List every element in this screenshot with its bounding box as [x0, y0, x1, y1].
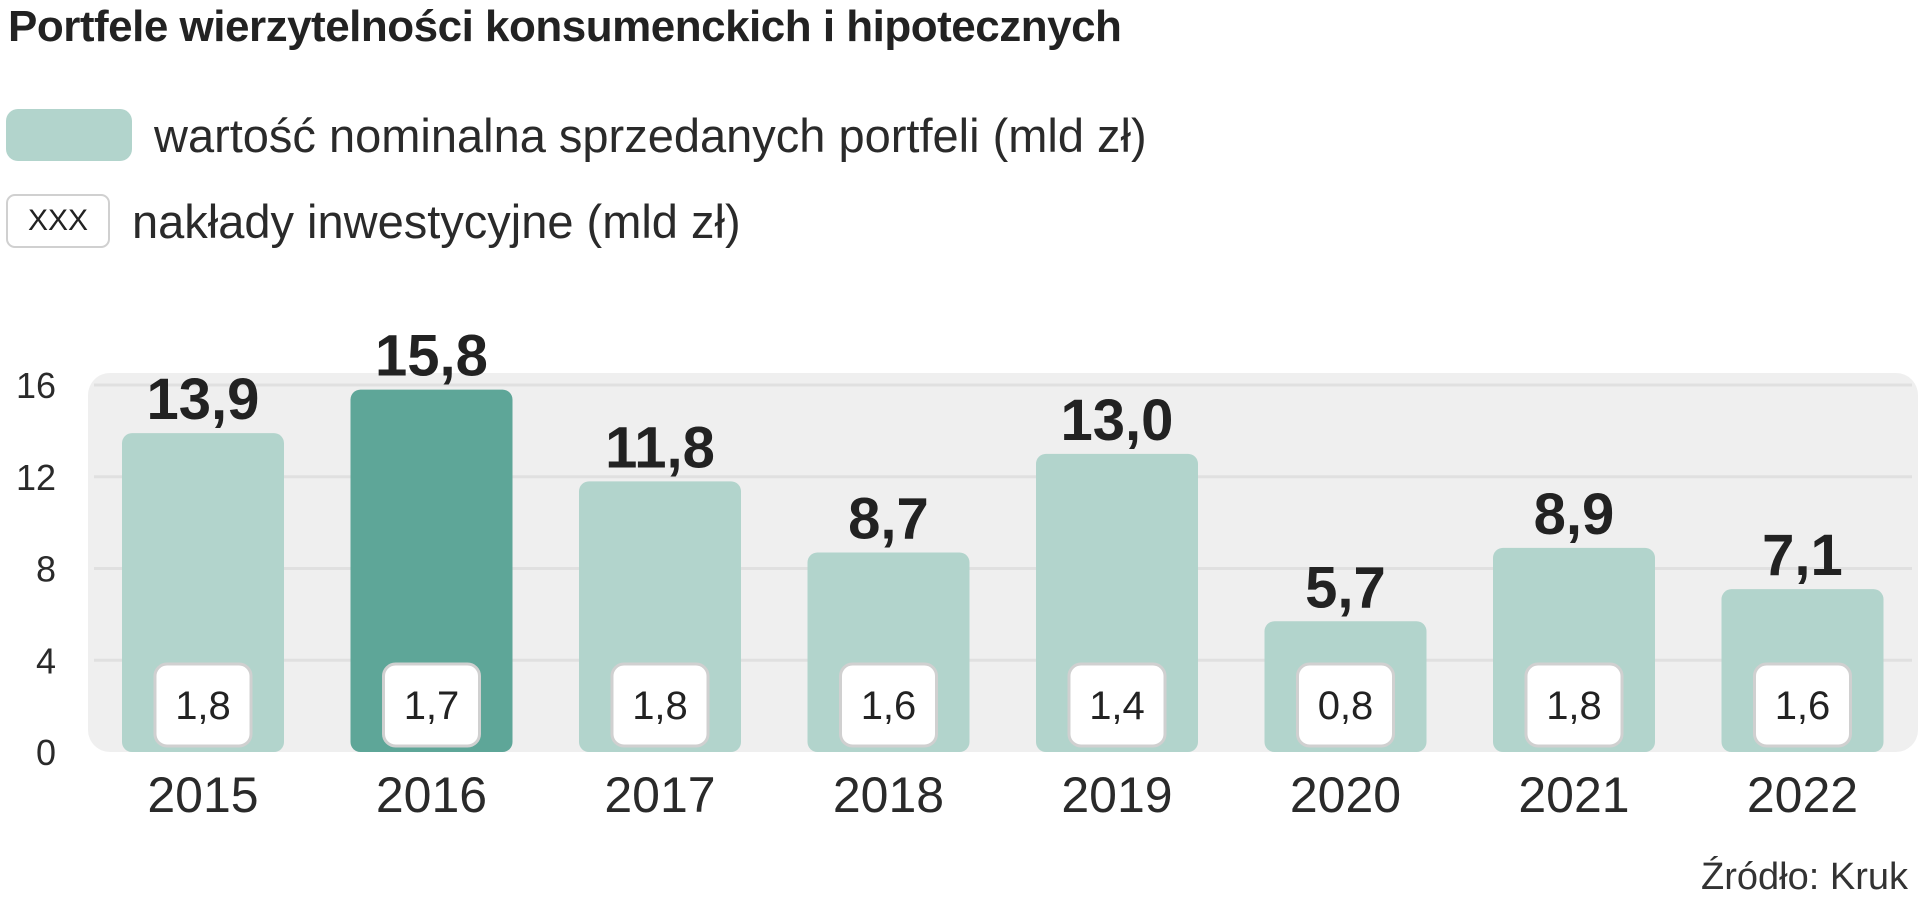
y-tick-label: 0 — [36, 732, 56, 773]
legend-label-investment: nakłady inwestycyjne (mld zł) — [132, 194, 741, 248]
investment-box — [610, 662, 710, 748]
bar-value-label: 5,7 — [1305, 555, 1386, 620]
x-tick-label: 2018 — [833, 767, 944, 823]
investment-box — [1067, 662, 1167, 748]
investment-value-label: 1,8 — [632, 684, 688, 728]
legend-item-investment: XXX nakłady inwestycyjne (mld zł) — [6, 190, 741, 252]
y-tick-label: 8 — [36, 549, 56, 590]
bar — [350, 389, 513, 752]
investment-value-label: 1,8 — [175, 684, 231, 728]
investment-value-label: 1,6 — [861, 684, 917, 728]
legend-item-nominal-value: wartość nominalna sprzedanych portfeli (… — [6, 104, 1147, 166]
x-tick-label: 2020 — [1290, 767, 1401, 823]
bar-value-label: 15,8 — [375, 324, 488, 389]
investment-box — [1753, 662, 1852, 748]
plot-background — [88, 373, 1918, 752]
investment-value-label: 1,6 — [1775, 684, 1831, 728]
investment-value-label: 1,7 — [404, 684, 460, 728]
investment-box — [839, 662, 938, 748]
y-tick-label: 12 — [16, 457, 56, 498]
legend-swatch-box: XXX — [6, 194, 110, 248]
x-tick-label: 2022 — [1747, 767, 1858, 823]
legend-swatch-fill — [6, 109, 132, 161]
source-note: Źródło: Kruk — [1701, 856, 1908, 898]
y-tick-label: 4 — [36, 640, 56, 681]
bar-value-label: 8,7 — [848, 486, 929, 551]
investment-value-label: 1,4 — [1089, 684, 1145, 728]
investment-box — [1296, 662, 1395, 748]
bar-value-label: 8,9 — [1534, 482, 1615, 547]
bar-value-label: 7,1 — [1762, 523, 1843, 588]
x-tick-label: 2017 — [604, 767, 715, 823]
investment-box — [382, 662, 481, 748]
legend-label-nominal-value: wartość nominalna sprzedanych portfeli (… — [154, 108, 1147, 162]
x-tick-label: 2016 — [376, 767, 487, 823]
x-tick-label: 2019 — [1061, 767, 1172, 823]
investment-value-label: 0,8 — [1318, 684, 1374, 728]
bar-value-label: 13,9 — [147, 367, 260, 432]
investment-value-label: 1,8 — [1546, 684, 1602, 728]
y-tick-label: 16 — [16, 365, 56, 406]
chart-title: Portfele wierzytelności konsumenckich i … — [8, 2, 1122, 51]
bar-value-label: 13,0 — [1061, 388, 1174, 453]
investment-box — [153, 662, 253, 748]
investment-box — [1524, 662, 1624, 748]
x-tick-label: 2015 — [147, 767, 258, 823]
x-tick-label: 2021 — [1518, 767, 1629, 823]
bar-value-label: 11,8 — [605, 415, 715, 480]
